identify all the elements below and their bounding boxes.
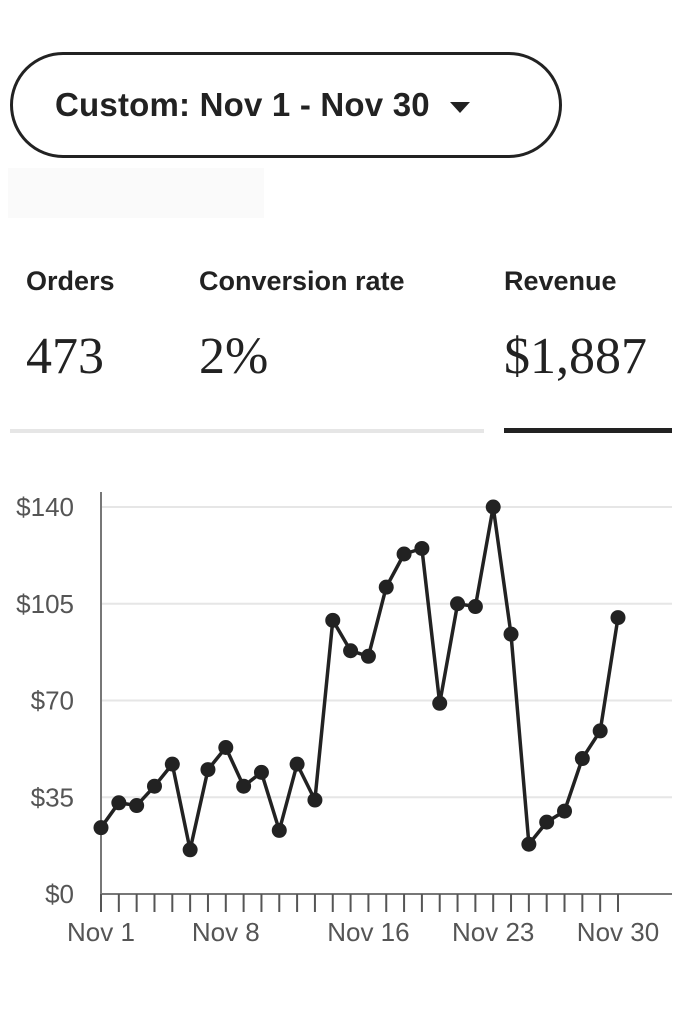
series-points [93,499,626,858]
x-tick-label: Nov 1 [67,917,135,947]
metric-value: 473 [26,328,104,385]
y-tick-label: $35 [31,782,74,812]
data-point [343,643,359,659]
y-tick-label: $105 [16,589,74,619]
data-point [93,820,109,836]
x-tick-label: Nov 23 [452,917,534,947]
metric-value: 2% [199,328,269,385]
data-point [467,599,483,615]
data-point [129,798,145,814]
data-point [111,795,127,811]
y-tick-label: $70 [31,686,74,716]
x-axis-ticks: Nov 1 Nov 8 Nov 16 Nov 23 Nov 30 [67,894,659,947]
data-point [289,756,305,772]
data-point [610,610,626,626]
series-line-group [99,505,620,852]
x-tick-label: Nov 30 [577,917,659,947]
data-point [396,546,412,562]
x-tick-label: Nov 8 [192,917,260,947]
date-range-label: Custom: Nov 1 - Nov 30 [55,86,430,123]
tab-underline-inactive [10,429,484,433]
y-axis-ticks: $0 $35 $70 $105 $140 [16,492,74,909]
metric-label: Orders [26,266,115,296]
placeholder-block [8,168,264,218]
metric-value: $1,887 [504,328,647,385]
data-point [236,778,252,794]
data-point [200,762,216,778]
date-range-dropdown[interactable]: Custom: Nov 1 - Nov 30 [10,52,562,158]
y-tick-label: $140 [16,492,74,522]
data-point [164,756,180,772]
data-point [574,751,590,767]
data-point [485,499,501,515]
data-point [450,596,466,612]
grid-lines [101,506,672,799]
metric-label: Conversion rate [199,266,405,296]
metric-tab-revenue[interactable]: Revenue $1,887 [504,266,647,386]
data-point [592,723,608,739]
data-point [503,626,519,642]
data-point [378,579,394,595]
data-point [539,814,555,830]
series-line-revenue [99,505,620,852]
x-tick-label: Nov 16 [327,917,409,947]
data-point [360,648,376,664]
y-tick-label: $0 [45,879,74,909]
data-point [146,778,162,794]
revenue-line-chart: $0$35$70$105$140 Nov 1 Nov 8 Nov 16 Nov 23 N… [16,492,672,947]
data-point [271,822,287,838]
data-point [325,612,341,628]
data-point [557,803,573,819]
metric-tab-conversion-rate[interactable]: Conversion rate 2% [199,266,405,386]
metric-label: Revenue [504,266,617,296]
data-point [182,842,198,858]
data-point [432,695,448,711]
data-point [253,764,269,780]
data-point [307,792,323,808]
tab-underline-active [504,428,672,433]
data-point [414,540,430,556]
metric-tab-orders[interactable]: Orders 473 [26,266,115,386]
caret-down-icon [449,101,470,113]
data-point [521,836,537,852]
data-point [218,739,234,755]
